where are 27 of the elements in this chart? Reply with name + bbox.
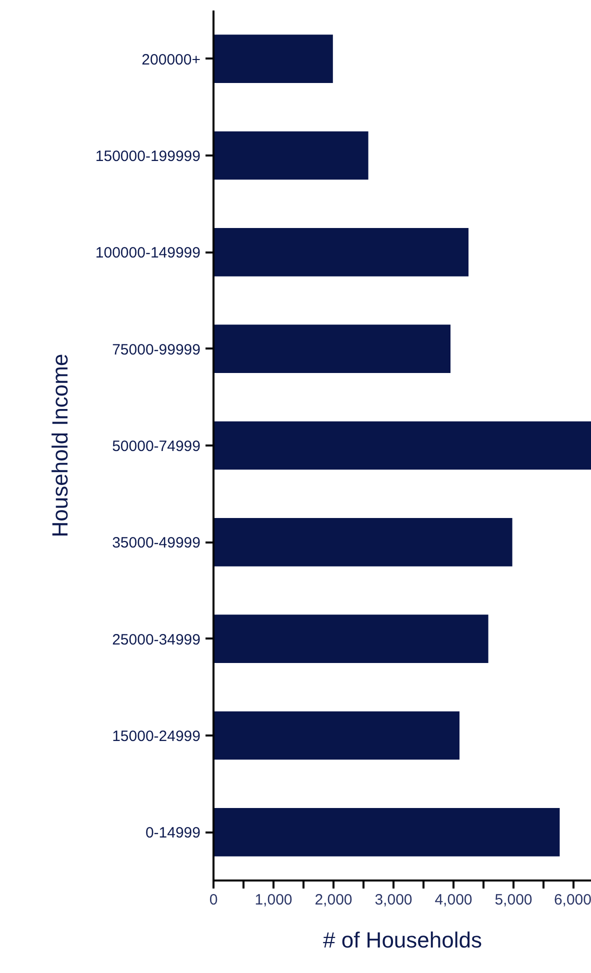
- y-tick-label: 75000-99999: [112, 341, 201, 358]
- x-tick-label: 4,000: [434, 892, 472, 908]
- x-tick-label: 1,000: [254, 892, 292, 908]
- bar: [214, 228, 468, 276]
- x-tick-label: 5,000: [494, 892, 532, 908]
- x-axis-title: # of Households: [323, 928, 482, 952]
- y-tick-label: 0-14999: [145, 824, 201, 842]
- x-tick-label: 6,000: [554, 892, 591, 908]
- bar: [214, 711, 460, 760]
- bar: [214, 131, 368, 180]
- y-tick-label: 35000-49999: [112, 534, 201, 552]
- y-axis-title: Household Income: [47, 354, 72, 538]
- bar: [214, 518, 512, 566]
- y-tick-label: 150000-199999: [95, 148, 201, 165]
- bar: [214, 614, 488, 663]
- y-tick-label: 15000-24999: [112, 728, 201, 745]
- y-tick-label: 200000+: [142, 51, 201, 68]
- x-tick-label: 0: [209, 892, 218, 908]
- bar: [214, 34, 333, 83]
- bar: [214, 808, 560, 856]
- x-tick-label: 3,000: [374, 892, 412, 908]
- bar: [214, 324, 450, 373]
- y-tick-label: 100000-149999: [95, 244, 201, 262]
- x-tick-label: 2,000: [314, 892, 352, 908]
- y-tick-label: 25000-34999: [112, 631, 201, 648]
- y-tick-label: 50000-74999: [112, 438, 201, 455]
- bar: [214, 421, 591, 470]
